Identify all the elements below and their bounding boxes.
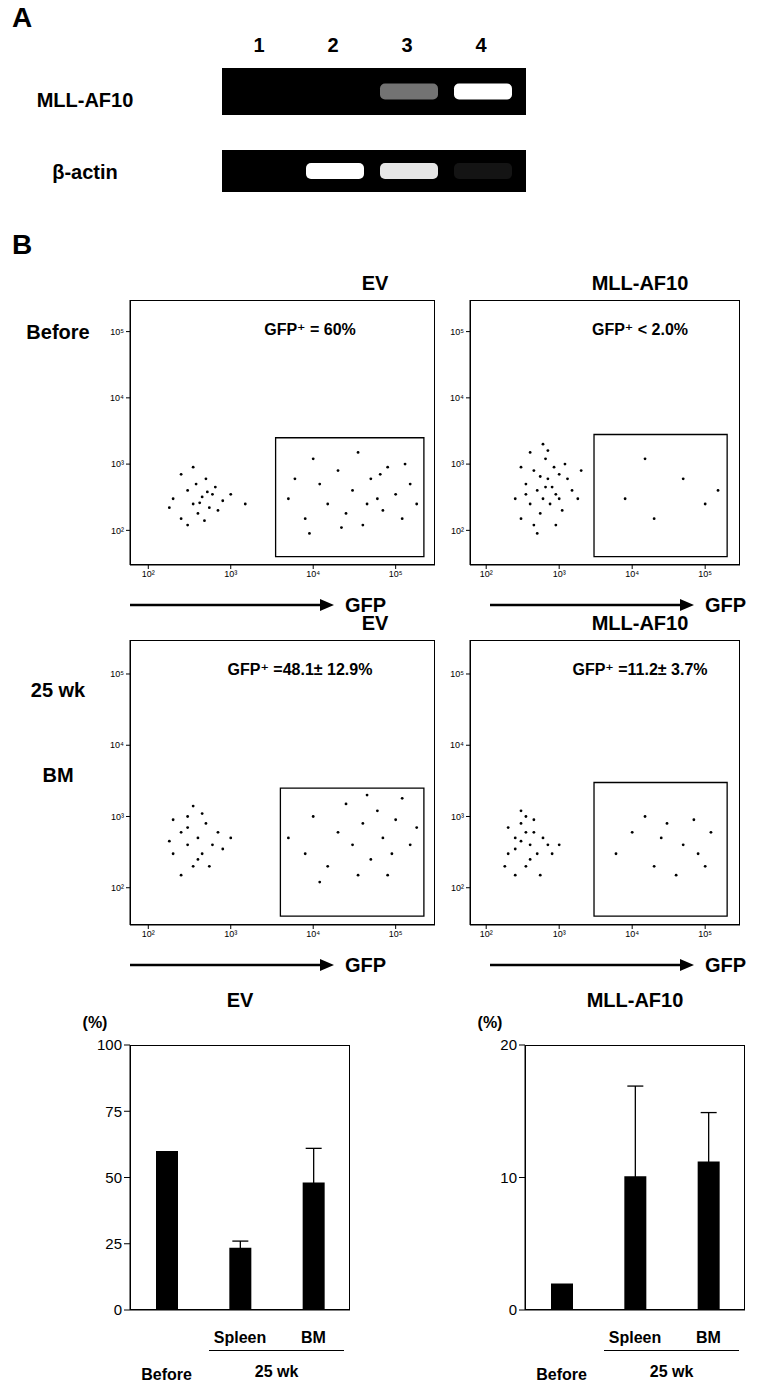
- svg-text:10⁵: 10⁵: [389, 929, 403, 939]
- html-text:EV: EV: [361, 272, 389, 294]
- html-text:B: B: [11, 228, 33, 260]
- svg-text:Before: Before: [141, 1366, 192, 1383]
- html-text:4: 4: [475, 34, 487, 56]
- svg-text:10⁵: 10⁵: [698, 929, 712, 939]
- svg-text:100: 100: [97, 1036, 122, 1053]
- html-text:1: 1: [253, 34, 265, 56]
- html-text:MLL-AF10: MLL-AF10: [591, 272, 689, 294]
- html-text:25 wk: 25 wk: [649, 1363, 694, 1381]
- svg-text:10³: 10³: [111, 459, 124, 469]
- svg-text:10⁵: 10⁵: [450, 669, 464, 679]
- html-text:25 wk: 25 wk: [254, 1363, 299, 1381]
- svg-text:10⁵: 10⁵: [698, 569, 712, 579]
- html-text:GFP⁺ =48.1± 12.9%: GFP⁺ =48.1± 12.9%: [227, 661, 373, 679]
- html-text:GFP: GFP: [705, 594, 747, 616]
- svg-text:10²: 10²: [480, 929, 493, 939]
- html-text:MLL-AF10: MLL-AF10: [36, 89, 134, 111]
- svg-text:10²: 10²: [480, 569, 493, 579]
- svg-text:0: 0: [509, 1301, 517, 1318]
- svg-text:10²: 10²: [142, 929, 155, 939]
- html-text:GFP: GFP: [345, 954, 387, 976]
- html-text:EV: EV: [361, 612, 389, 634]
- html-text:EV: EV: [226, 989, 254, 1011]
- svg-text:10³: 10³: [451, 812, 464, 822]
- svg-text:75: 75: [105, 1103, 122, 1120]
- svg-text:10²: 10²: [111, 526, 124, 536]
- svg-text:10⁴: 10⁴: [110, 393, 124, 403]
- html-text:β-actin: β-actin: [52, 161, 118, 183]
- html-text:MLL-AF10: MLL-AF10: [591, 612, 689, 634]
- svg-text:10⁴: 10⁴: [450, 393, 464, 403]
- svg-text:10³: 10³: [553, 569, 566, 579]
- html-text:GFP⁺ = 60%: GFP⁺ = 60%: [264, 321, 356, 339]
- svg-text:10³: 10³: [224, 929, 237, 939]
- svg-text:0: 0: [114, 1301, 122, 1318]
- html-text:25 wk: 25 wk: [30, 679, 86, 701]
- svg-text:Before: Before: [536, 1366, 587, 1383]
- svg-text:10⁴: 10⁴: [110, 740, 124, 750]
- svg-text:10²: 10²: [451, 526, 464, 536]
- svg-text:10²: 10²: [451, 883, 464, 893]
- svg-text:Spleen: Spleen: [214, 1329, 266, 1346]
- svg-text:10²: 10²: [142, 569, 155, 579]
- svg-text:Spleen: Spleen: [609, 1329, 661, 1346]
- html-text:3: 3: [401, 34, 413, 56]
- svg-text:20: 20: [500, 1036, 517, 1053]
- svg-text:25: 25: [105, 1235, 122, 1252]
- svg-text:10⁵: 10⁵: [110, 669, 124, 679]
- svg-text:10³: 10³: [451, 459, 464, 469]
- svg-text:10: 10: [500, 1169, 517, 1186]
- svg-text:10³: 10³: [224, 569, 237, 579]
- svg-text:10⁵: 10⁵: [110, 327, 124, 337]
- html-text:MLL-AF10: MLL-AF10: [586, 989, 684, 1011]
- html-text:Before: Before: [26, 321, 90, 343]
- svg-text:10⁴: 10⁴: [306, 569, 320, 579]
- html-text:GFP: GFP: [705, 954, 747, 976]
- svg-text:50: 50: [105, 1169, 122, 1186]
- svg-text:10⁵: 10⁵: [450, 327, 464, 337]
- svg-text:10⁴: 10⁴: [450, 740, 464, 750]
- html-text:A: A: [11, 1, 33, 33]
- html-text:GFP: GFP: [345, 594, 387, 616]
- svg-text:10²: 10²: [111, 883, 124, 893]
- html-text:2: 2: [327, 34, 339, 56]
- svg-text:10⁴: 10⁴: [306, 929, 320, 939]
- svg-text:10³: 10³: [553, 929, 566, 939]
- svg-text:10⁵: 10⁵: [389, 569, 403, 579]
- svg-text:BM: BM: [301, 1329, 326, 1346]
- svg-text:10⁴: 10⁴: [625, 929, 639, 939]
- html-text:BM: BM: [42, 764, 74, 786]
- svg-text:10³: 10³: [111, 812, 124, 822]
- html-text:GFP⁺ =11.2± 3.7%: GFP⁺ =11.2± 3.7%: [572, 661, 708, 679]
- svg-text:BM: BM: [696, 1329, 721, 1346]
- html-text:GFP⁺ < 2.0%: GFP⁺ < 2.0%: [592, 321, 688, 339]
- svg-text:10⁴: 10⁴: [625, 569, 639, 579]
